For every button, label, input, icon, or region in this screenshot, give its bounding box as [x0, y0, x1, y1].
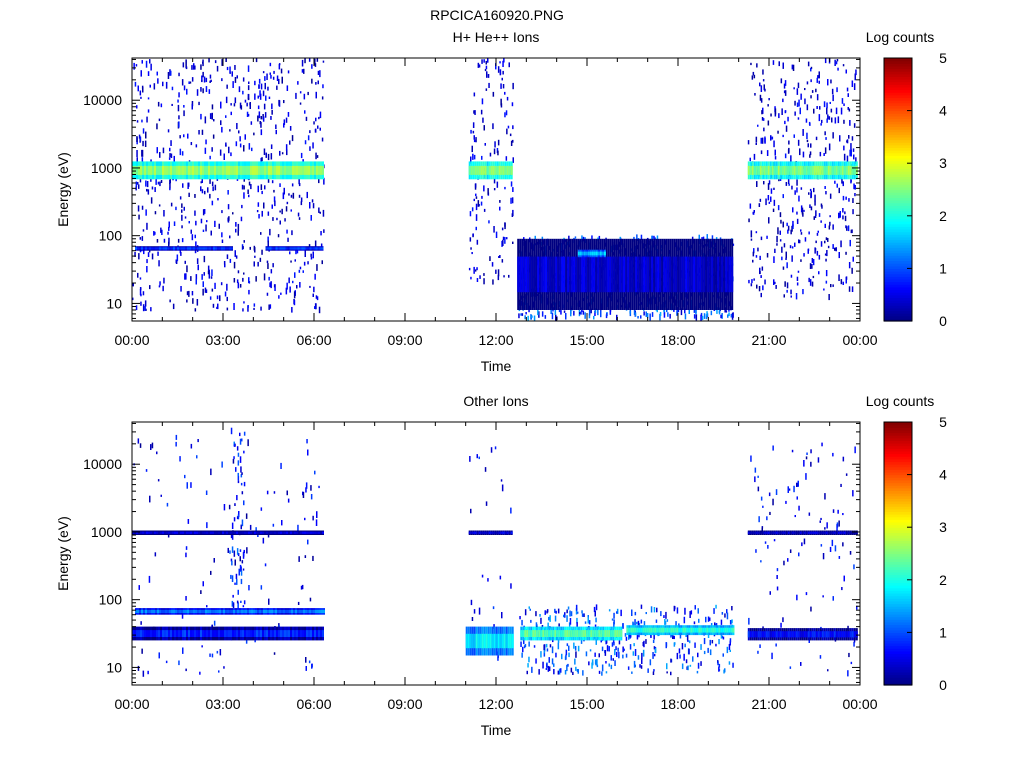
x-tick-label: 21:00	[751, 332, 786, 348]
x-tick-label: 00:00	[114, 696, 149, 712]
x-tick-label: 00:00	[114, 332, 149, 348]
x-tick-label: 15:00	[569, 332, 604, 348]
y-tick-label: 100	[99, 228, 123, 244]
y-tick-label: 1000	[91, 524, 122, 540]
colorbar-label: Log counts	[866, 393, 935, 409]
band-2	[747, 530, 858, 535]
y-tick-label: 1000	[91, 160, 122, 176]
band-6	[520, 626, 623, 641]
band-4	[265, 246, 324, 251]
colorbar-tick-label: 1	[939, 260, 947, 276]
y-tick-label: 100	[99, 592, 123, 608]
colorbar-tick-label: 0	[939, 677, 947, 693]
colorbar-tick-label: 0	[939, 313, 947, 329]
y-tick-label: 10000	[83, 456, 122, 472]
x-tick-label: 06:00	[296, 696, 331, 712]
colorbar-tick-label: 5	[939, 50, 947, 66]
band-5	[517, 238, 734, 310]
band-1	[468, 530, 513, 535]
band-4	[132, 626, 324, 641]
band-0	[132, 161, 324, 180]
band-6	[577, 249, 606, 258]
y-tick-label: 10	[106, 659, 122, 675]
x-tick-label: 18:00	[660, 696, 695, 712]
y-axis-label: Energy (eV)	[55, 516, 71, 591]
band-5	[465, 626, 514, 656]
y-tick-label: 10000	[83, 92, 122, 108]
x-tick-label: 06:00	[296, 332, 331, 348]
figure-title: RPCICA160920.PNG	[430, 7, 564, 23]
panel-title: Other Ions	[463, 393, 528, 409]
panel-other-ions: Other Ions 00:00 03:00 06:00 09:00 12:00 15:00…	[55, 393, 947, 738]
x-tick-label: 12:00	[478, 332, 513, 348]
x-tick-label: 09:00	[387, 332, 422, 348]
band-7	[626, 625, 735, 636]
x-tick-label: 12:00	[478, 696, 513, 712]
panel-title: H+ He++ Ions	[453, 29, 540, 45]
colorbar-tick-label: 3	[939, 519, 947, 535]
panel-h-he-ions: H+ He++ Ions 00:00 03:00 06:00 09:00 12:00 15:…	[55, 29, 947, 374]
colorbar-tick-label: 4	[939, 467, 947, 483]
x-tick-label: 03:00	[205, 332, 240, 348]
band-8	[747, 628, 858, 641]
y-axis-label: Energy (eV)	[55, 152, 71, 227]
colorbar-label: Log counts	[866, 29, 935, 45]
colorbar-tick-label: 2	[939, 208, 947, 224]
colorbar-tick-label: 3	[939, 155, 947, 171]
y-tick-label: 10	[106, 295, 122, 311]
band-3	[135, 608, 325, 615]
x-tick-label: 09:00	[387, 696, 422, 712]
x-tick-label: 18:00	[660, 332, 695, 348]
x-tick-label: 21:00	[751, 696, 786, 712]
colorbar-tick-label: 1	[939, 624, 947, 640]
x-tick-label: 03:00	[205, 696, 240, 712]
band-0	[132, 530, 324, 535]
x-tick-label: 15:00	[569, 696, 604, 712]
x-axis-label: Time	[481, 722, 512, 738]
x-tick-label: 00:00	[842, 332, 877, 348]
x-tick-label: 00:00	[842, 696, 877, 712]
colorbar-tick-label: 4	[939, 103, 947, 119]
x-axis-label: Time	[481, 358, 512, 374]
colorbar-tick-label: 2	[939, 572, 947, 588]
band-3	[135, 246, 233, 251]
band-2	[747, 161, 858, 180]
colorbar-tick-label: 5	[939, 414, 947, 430]
band-1	[468, 161, 513, 180]
